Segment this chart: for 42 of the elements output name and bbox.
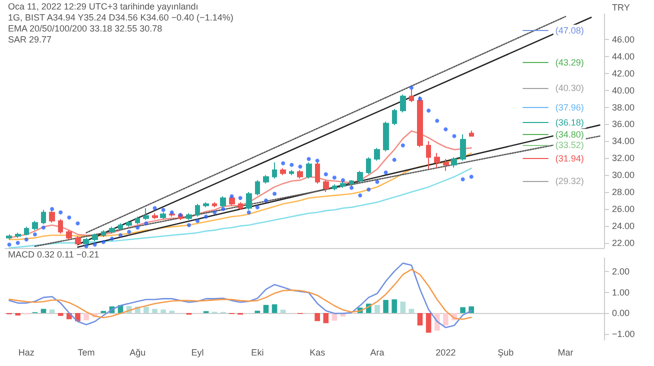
y-tick-label: 30.00 <box>612 170 635 180</box>
ref-line-label: (47.08) <box>555 25 584 36</box>
y-tick-label: 24.00 <box>612 220 635 231</box>
annotation: 1G, BIST A34.94 Y35.24 D34.56 K34.60 −0.40 (−1.14%) <box>8 12 234 22</box>
x-tick-label: Ağu <box>130 348 146 358</box>
ref-line-label: (31.94) <box>555 154 584 164</box>
y-tick-label: 34.00 <box>612 136 635 146</box>
x-tick-label: Ara <box>370 348 384 358</box>
y-tick-label: 44.00 <box>612 51 635 62</box>
annotation: MACD 0.32 0.11 −0.21 <box>8 250 100 260</box>
y-tick-label: 40.00 <box>612 85 635 96</box>
y-tick-label: 46.00 <box>612 34 635 44</box>
x-tick-label: 2022 <box>436 348 456 358</box>
y-tick-label: 42.00 <box>612 68 635 78</box>
annotation: EMA 20/50/100/200 33.18 32.55 30.78 <box>8 24 162 34</box>
x-tick-label: Kas <box>310 348 326 358</box>
ref-line-label: (33.52) <box>555 140 584 150</box>
y-tick-label: 1.00 <box>612 287 630 298</box>
y-axis-title: TRY <box>612 2 630 12</box>
y-tick-label: 28.00 <box>612 187 635 198</box>
x-tick-label: Haz <box>18 348 35 358</box>
annotation: SAR 29.77 <box>8 34 52 44</box>
x-tick-label: Eki <box>251 348 264 358</box>
y-tick-label: 36.00 <box>612 119 635 130</box>
x-tick-label: Mar <box>558 348 574 358</box>
y-tick-label: −1.00 <box>612 328 635 339</box>
x-tick-label: Tem <box>78 348 95 358</box>
ref-line-label: (43.29) <box>555 57 584 68</box>
ref-line-label: (37.96) <box>555 102 584 113</box>
y-tick-label: 22.00 <box>612 238 635 248</box>
text: Oca 11, 2022 12:29 UTC+3 tarihinde yayınlandı <box>8 2 198 12</box>
y-tick-label: 26.00 <box>612 204 635 214</box>
y-tick-label: 38.00 <box>612 102 635 112</box>
x-tick-label: Eyl <box>191 348 204 358</box>
y-tick-label: 0.00 <box>612 308 630 318</box>
x-tick-label: Şub <box>498 348 514 358</box>
y-tick-label: 2.00 <box>612 266 630 276</box>
ref-line-label: (36.18) <box>555 118 584 128</box>
ref-line-label: (29.32) <box>555 176 584 186</box>
y-tick-label: 32.00 <box>612 153 635 164</box>
ref-line-label: (40.30) <box>555 82 584 93</box>
ref-line-label: (34.80) <box>555 129 584 140</box>
